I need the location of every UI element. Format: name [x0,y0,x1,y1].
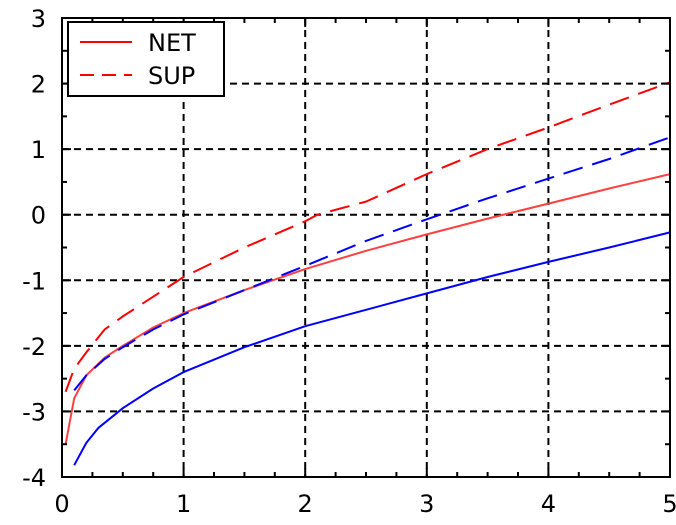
y-tick-label: 1 [31,136,46,164]
y-tick-label: 0 [31,202,46,230]
data-series [64,81,671,466]
legend-label-sup: SUP [148,62,195,90]
series-line-0 [64,173,671,445]
x-tick-label: 1 [176,490,191,518]
x-tick-label: 4 [541,490,556,518]
y-tick-label: -2 [22,333,46,361]
legend-label-net: NET [148,29,196,57]
legend: NET SUP [67,21,225,97]
y-tick-label: -3 [22,398,46,426]
x-tick-label: 2 [298,490,313,518]
y-tick-label: -4 [22,464,46,492]
x-tick-label: 5 [662,490,676,518]
y-tick-label: 2 [31,71,46,99]
series-line-3 [73,136,671,392]
y-tick-label: -1 [22,267,46,295]
y-tick-label: 3 [31,5,46,33]
axes: 0 1 2 3 4 5 3 2 1 0 -1 -2 -3 -4 [22,5,676,518]
series-line-2 [73,231,671,466]
legend-box [67,21,225,97]
x-tick-label: 0 [54,490,69,518]
x-tick-label: 3 [419,490,434,518]
